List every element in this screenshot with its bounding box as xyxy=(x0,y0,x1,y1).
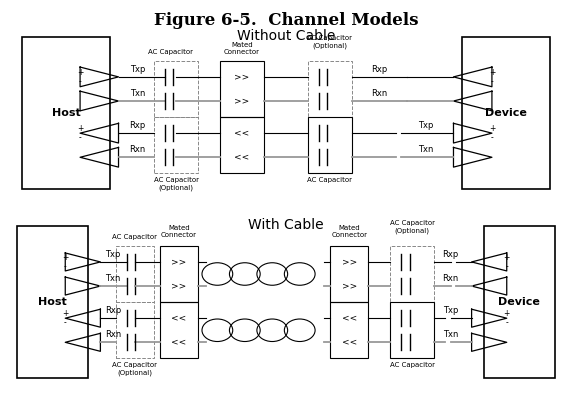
Bar xyxy=(116,302,154,358)
Bar xyxy=(390,246,434,302)
Text: >>: >> xyxy=(235,97,250,106)
Text: Txp: Txp xyxy=(105,250,121,259)
Bar xyxy=(484,226,555,379)
Text: Mated
Connector: Mated Connector xyxy=(161,225,197,238)
Bar xyxy=(308,117,352,173)
Bar xyxy=(116,246,154,302)
Text: -: - xyxy=(79,134,81,143)
Text: +: + xyxy=(488,124,495,133)
Text: Device: Device xyxy=(484,108,527,118)
Text: <<: << xyxy=(341,338,357,347)
Bar xyxy=(220,61,264,117)
Text: >>: >> xyxy=(341,257,357,266)
Bar xyxy=(462,37,550,189)
Text: Rxn: Rxn xyxy=(443,274,459,283)
Text: <<: << xyxy=(341,314,357,323)
Text: >>: >> xyxy=(235,72,250,81)
Text: +: + xyxy=(503,253,510,262)
Text: -: - xyxy=(491,134,493,143)
Text: With Cable: With Cable xyxy=(248,218,324,232)
Text: Rxn: Rxn xyxy=(105,330,121,339)
Text: Rxp: Rxp xyxy=(443,250,459,259)
Bar xyxy=(17,226,88,379)
Text: Host: Host xyxy=(52,108,81,118)
Text: +: + xyxy=(62,253,69,262)
Text: AC Capacitor
(Optional): AC Capacitor (Optional) xyxy=(307,35,352,49)
Bar xyxy=(220,117,264,173)
Text: >>: >> xyxy=(341,282,357,291)
Text: Mated
Connector: Mated Connector xyxy=(331,225,367,238)
Text: <<: << xyxy=(235,153,250,162)
Text: -: - xyxy=(64,318,66,327)
Text: AC Capacitor: AC Capacitor xyxy=(148,49,193,55)
Text: >>: >> xyxy=(171,282,186,291)
Text: Txn: Txn xyxy=(105,274,121,283)
Text: Txp: Txp xyxy=(418,121,434,130)
Text: AC Capacitor: AC Capacitor xyxy=(113,234,157,240)
Bar xyxy=(330,246,368,302)
Text: Rxn: Rxn xyxy=(371,89,387,98)
Bar xyxy=(160,246,198,302)
Text: AC Capacitor: AC Capacitor xyxy=(390,363,435,368)
Text: Txp: Txp xyxy=(130,65,145,74)
Text: Rxp: Rxp xyxy=(105,306,121,315)
Text: -: - xyxy=(491,77,493,86)
Text: +: + xyxy=(503,309,510,318)
Text: Txp: Txp xyxy=(443,306,458,315)
Bar xyxy=(330,302,368,358)
Text: +: + xyxy=(77,124,84,133)
Text: Rxp: Rxp xyxy=(371,65,387,74)
Bar xyxy=(154,117,198,173)
Text: Txn: Txn xyxy=(418,145,434,154)
Text: Txn: Txn xyxy=(130,89,145,98)
Text: Mated
Connector: Mated Connector xyxy=(224,42,260,55)
Text: <<: << xyxy=(171,314,186,323)
Text: Figure 6-5.  Channel Models: Figure 6-5. Channel Models xyxy=(154,12,418,29)
Text: -: - xyxy=(506,318,508,327)
Text: AC Capacitor
(Optional): AC Capacitor (Optional) xyxy=(113,363,157,376)
Text: -: - xyxy=(79,77,81,86)
Text: AC Capacitor
(Optional): AC Capacitor (Optional) xyxy=(154,178,198,191)
Text: Rxn: Rxn xyxy=(130,145,146,154)
Text: AC Capacitor: AC Capacitor xyxy=(307,178,352,183)
Bar xyxy=(22,37,110,189)
Bar xyxy=(390,302,434,358)
Text: Device: Device xyxy=(498,297,541,307)
Text: Host: Host xyxy=(38,297,67,307)
Text: <<: << xyxy=(171,338,186,347)
Text: +: + xyxy=(77,67,84,76)
Text: -: - xyxy=(506,262,508,271)
Text: >>: >> xyxy=(171,257,186,266)
Text: -: - xyxy=(64,262,66,271)
Bar xyxy=(160,302,198,358)
Bar xyxy=(154,61,198,117)
Text: AC Capacitor
(Optional): AC Capacitor (Optional) xyxy=(390,220,435,234)
Bar xyxy=(308,61,352,117)
Text: Rxp: Rxp xyxy=(130,121,146,130)
Text: +: + xyxy=(62,309,69,318)
Text: +: + xyxy=(488,67,495,76)
Text: <<: << xyxy=(235,129,250,138)
Text: Without Cable: Without Cable xyxy=(237,29,335,43)
Text: Txn: Txn xyxy=(443,330,458,339)
